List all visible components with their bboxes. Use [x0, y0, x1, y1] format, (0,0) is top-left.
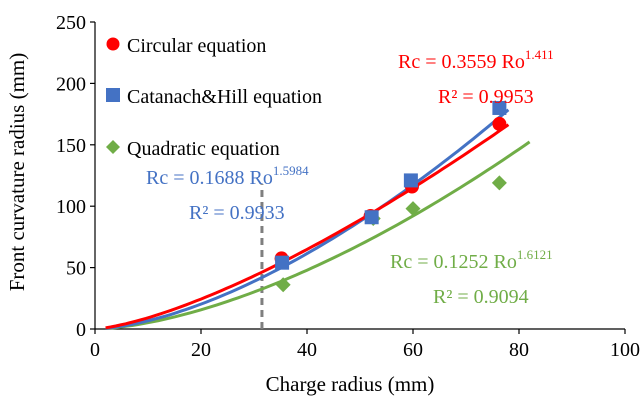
axes: [94, 22, 625, 330]
r2-text-circular: R² = 0.9953: [438, 86, 534, 108]
y-tick-label: 0: [76, 319, 86, 341]
legend-marker-diamond: [106, 140, 120, 154]
equation-text-quadratic: Rc = 0.1252 Ro1.6121: [390, 247, 553, 273]
equation-label-circular: Rc = 0.3559 Ro1.411 R² = 0.9953: [398, 47, 554, 108]
equation-label-catanach-hill: Rc = 0.1688 Ro1.5984 R² = 0.9933: [146, 163, 309, 224]
data-point-catanach-hill: [364, 210, 379, 225]
data-point-circular: [492, 116, 507, 131]
equation-label-quadratic: Rc = 0.1252 Ro1.6121 R² = 0.9094: [390, 247, 553, 308]
data-point-catanach-hill: [492, 100, 507, 115]
x-tick-label: 100: [610, 339, 640, 361]
x-tick-label: 0: [90, 339, 100, 361]
legend-item-quadratic: Quadratic equation: [106, 138, 280, 160]
y-axis-title: Front curvature radius (mm): [5, 53, 29, 292]
data-point-quadratic: [491, 175, 507, 191]
legend: Circular equation Catanach&Hill equation…: [106, 35, 322, 160]
x-tick-label: 40: [297, 339, 317, 361]
data-point-quadratic: [405, 201, 421, 217]
legend-item-circular: Circular equation: [106, 35, 266, 57]
data-point-catanach-hill: [275, 255, 290, 270]
legend-marker-square: [106, 88, 120, 102]
fit-curve-catanach-hill: [105, 108, 510, 330]
x-tick-label: 60: [403, 339, 423, 361]
y-tick-label: 150: [56, 135, 86, 157]
y-tick-label: 50: [66, 258, 86, 280]
legend-label-quadratic: Quadratic equation: [127, 138, 280, 160]
legend-item-catanach-hill: Catanach&Hill equation: [106, 86, 322, 108]
data-points: [274, 100, 507, 293]
legend-label-circular: Circular equation: [127, 35, 266, 57]
x-tick-label: 20: [191, 339, 211, 361]
data-point-catanach-hill: [403, 173, 418, 188]
ticks: 0 20 40 60 80 100 0 50 100 150 200 250: [56, 12, 640, 361]
r2-text-quadratic: R² = 0.9094: [433, 286, 529, 308]
x-axis-title: Charge radius (mm): [266, 372, 435, 396]
y-tick-label: 250: [56, 12, 86, 34]
fit-curves: [105, 108, 531, 330]
legend-label-catanach-hill: Catanach&Hill equation: [127, 86, 322, 108]
fit-curve-circular: [105, 123, 510, 330]
fit-curve-quadratic: [105, 140, 531, 330]
r2-text-catanach-hill: R² = 0.9933: [189, 202, 285, 224]
equation-text-catanach-hill: Rc = 0.1688 Ro1.5984: [146, 163, 309, 189]
y-tick-label: 100: [56, 196, 86, 218]
y-tick-label: 200: [56, 73, 86, 95]
data-point-quadratic: [275, 277, 291, 293]
x-tick-label: 80: [509, 339, 529, 361]
legend-marker-circle: [106, 37, 120, 51]
equation-text-circular: Rc = 0.3559 Ro1.411: [398, 47, 554, 73]
